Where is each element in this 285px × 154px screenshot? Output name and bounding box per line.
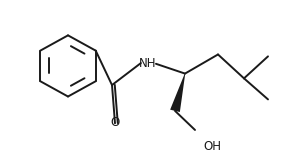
Text: OH: OH	[203, 140, 221, 152]
Polygon shape	[170, 73, 185, 112]
Text: NH: NH	[139, 57, 157, 70]
Text: O: O	[110, 116, 120, 129]
